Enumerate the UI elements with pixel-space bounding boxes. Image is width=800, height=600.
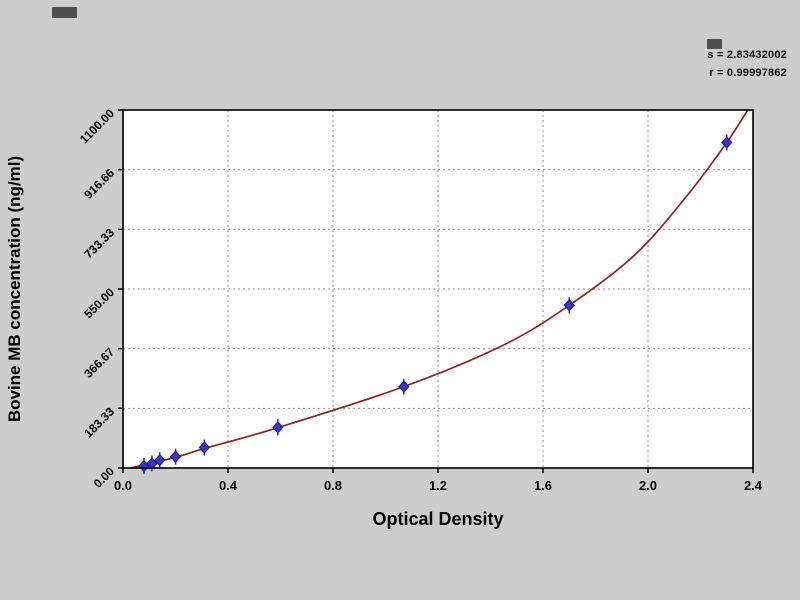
y-tick-label: 1100.00 [77,106,117,146]
data-point-marker [272,421,284,434]
data-point-marker [198,441,211,454]
x-tick-label: 0.4 [219,478,238,493]
fit-stat-r: r = 0.99997862 [709,66,787,79]
data-point-marker [721,136,733,149]
data-point-marker [563,299,575,312]
x-tick-label: 0.8 [324,478,342,493]
x-tick-label: 2.0 [639,478,657,493]
y-tick-label: 550.00 [81,285,117,321]
x-tick-label: 0.0 [114,478,132,493]
data-point-marker [154,453,166,467]
artifact-mark-near-stats [707,39,722,49]
y-tick-label: 366.67 [81,345,117,381]
x-tick-label: 1.6 [534,478,552,493]
data-point-marker [169,450,182,463]
y-tick-label: 183.33 [81,404,117,440]
fit-statistics: s = 2.83432002 r = 0.99997862 [707,47,787,82]
data-point-marker [398,380,410,393]
data-point-marker [146,457,158,470]
x-tick-label: 1.2 [429,478,447,493]
x-axis-label: Optical Density [372,509,503,529]
y-axis-label: Bovine MB concentration (ng/ml) [5,156,24,422]
x-tick-label: 2.4 [744,478,763,493]
y-tick-label: 916.66 [81,166,117,202]
plot-border [122,109,754,469]
y-tick-label: 733.33 [81,225,117,261]
artifact-mark-top-left [52,7,77,18]
fit-stat-s: s = 2.83432002 [707,49,787,61]
